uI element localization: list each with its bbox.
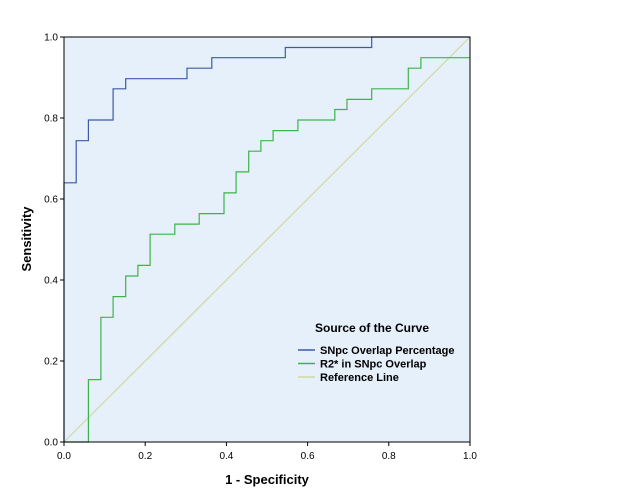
series-line-2 — [63, 36, 471, 443]
series-line-0 — [63, 36, 470, 442]
y-tick-label: 0.0 — [44, 438, 58, 449]
x-axis: 0.0 0.2 0.4 0.6 0.8 1.0 — [57, 442, 477, 462]
plot-frame — [63, 36, 471, 443]
x-tick-label: 0.2 — [138, 451, 152, 462]
x-tick-label: 0.6 — [301, 451, 315, 462]
y-tick-label: 0.4 — [44, 276, 58, 287]
series-layer — [63, 36, 471, 443]
legend-title: Source of the Curve — [315, 321, 429, 335]
x-tick-label: 0.0 — [57, 451, 71, 462]
y-axis-title: Sensitivity — [19, 206, 34, 272]
x-tick-label: 0.4 — [219, 451, 233, 462]
legend-label-0: SNpc Overlap Percentage — [320, 345, 455, 357]
legend-label-1: R2* in SNpc Overlap — [320, 359, 427, 371]
y-axis: 0.0 0.2 0.4 0.6 0.8 1.0 — [44, 33, 64, 449]
x-tick-label: 0.8 — [382, 451, 396, 462]
series-line-1 — [64, 57, 470, 443]
y-tick-label: 0.6 — [44, 195, 58, 206]
legend: Source of the Curve SNpc Overlap Percent… — [298, 321, 455, 384]
x-tick-label: 1.0 — [463, 451, 477, 462]
legend-label-2: Reference Line — [320, 372, 399, 384]
x-axis-title: 1 - Specificity — [225, 472, 310, 487]
y-tick-label: 0.8 — [44, 114, 58, 125]
y-tick-label: 1.0 — [44, 33, 58, 44]
y-tick-label: 0.2 — [44, 357, 58, 368]
